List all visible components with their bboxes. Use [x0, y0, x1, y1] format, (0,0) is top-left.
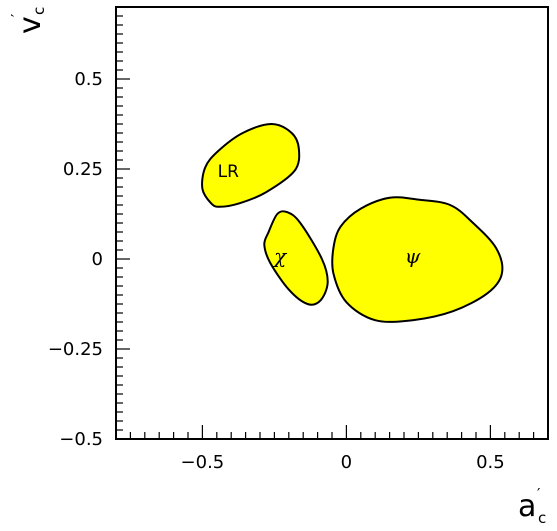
region-label-1: LR [218, 162, 239, 182]
x-tick-label: 0 [341, 452, 352, 473]
ticks-layer [115, 6, 549, 440]
region-1 [201, 122, 301, 208]
region-label-2: χ [272, 244, 288, 268]
y-tick-label: 0.25 [63, 159, 103, 180]
y-tick-label: −0.25 [48, 339, 103, 360]
x-tick-label: −0.5 [181, 452, 225, 473]
x-axis-label-sub: c [538, 509, 546, 527]
y-axis-label-sub: c [30, 7, 48, 15]
x-tick-label: 0.5 [476, 452, 505, 473]
regions-layer: LR χ ψ [201, 122, 504, 323]
y-axis-label-prime: ′ [8, 13, 26, 17]
x-axis-label-prime: ′ [537, 485, 541, 503]
region-3 [331, 196, 504, 323]
y-axis-label: v [13, 16, 48, 34]
y-tick-label: 0.5 [74, 69, 103, 90]
y-tick-label: 0 [92, 249, 103, 270]
x-axis-label: a [518, 489, 536, 524]
y-tick-label: −0.5 [59, 429, 103, 450]
region-2 [263, 210, 329, 306]
plot-frame [115, 6, 549, 440]
region-label-3: ψ [405, 244, 421, 268]
